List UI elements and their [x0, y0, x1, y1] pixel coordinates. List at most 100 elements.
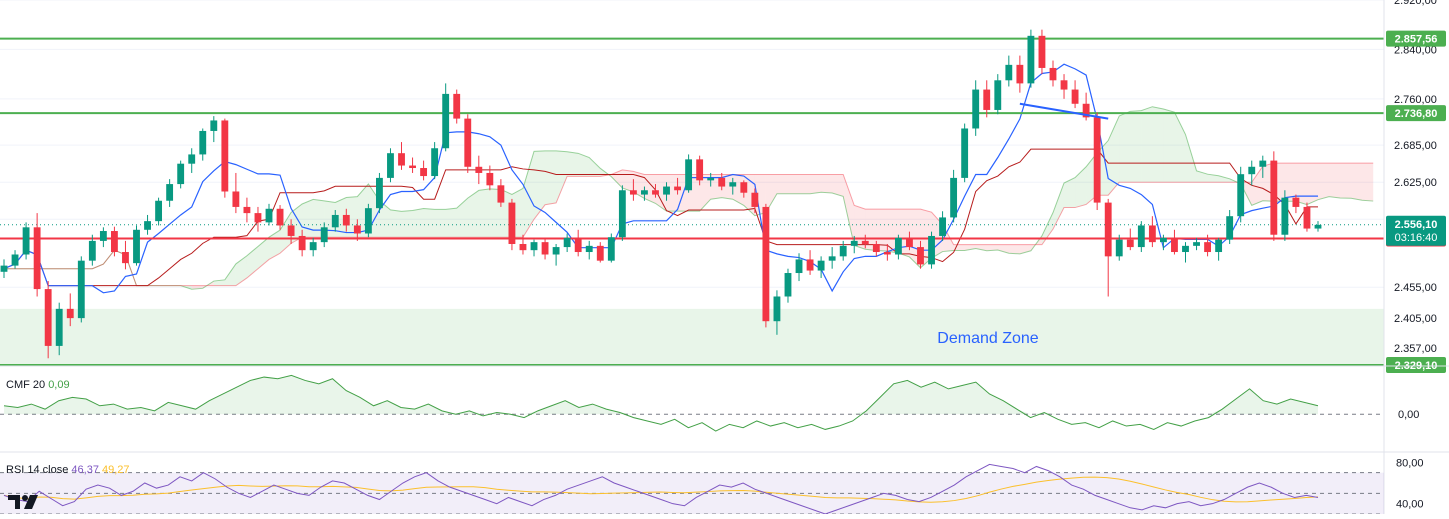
demand-zone-label: Demand Zone [937, 330, 1038, 347]
ichimoku-cloud-segment [401, 210, 413, 238]
ichimoku-cloud-segment [997, 244, 1009, 254]
candle-body [55, 308, 63, 346]
level-badge [1386, 105, 1446, 122]
candle-body [1038, 35, 1046, 68]
cmf-legend: CMF 20 0,09 [6, 379, 70, 391]
candle-body [674, 186, 681, 191]
ichimoku-cloud-segment [843, 174, 855, 246]
candle-body [155, 200, 163, 222]
candle-body [596, 245, 604, 261]
candle-body [298, 235, 306, 251]
ichimoku-cloud-segment [622, 169, 634, 192]
ichimoku-cloud-segment [1152, 106, 1164, 183]
candle-body [387, 153, 394, 178]
candle-body [353, 225, 361, 234]
ichimoku-cloud-segment [390, 209, 402, 238]
ichimoku-cloud-segment [1318, 163, 1330, 200]
candle-body [607, 237, 615, 261]
ichimoku-cloud-segment [478, 188, 490, 238]
candle-body [210, 120, 218, 131]
candle-body [1171, 237, 1178, 253]
candle-body [1060, 80, 1068, 90]
candle-body [122, 252, 129, 264]
candle-body [66, 308, 74, 319]
ichimoku-cloud-segment [644, 174, 656, 204]
ichimoku-cloud-segment [1075, 166, 1087, 208]
ichimoku-cloud-segment [1130, 110, 1142, 183]
candle-body [784, 273, 792, 297]
level-label: 2.736,80 [1395, 108, 1438, 120]
ichimoku-cloud-segment [1064, 177, 1076, 208]
ichimoku-cloud-segment [1295, 163, 1307, 205]
ichimoku-cloud-segment [810, 174, 822, 194]
cmf-tick-label: 0,00 [1398, 409, 1419, 421]
ichimoku-cloud-segment [1329, 163, 1341, 198]
bar-countdown: 03:16:40 [1395, 232, 1438, 244]
candle-body [475, 166, 483, 173]
candle-body [850, 240, 858, 246]
ichimoku-cloud-segment [379, 200, 391, 238]
candle-body [1027, 35, 1035, 84]
candle-body [1259, 160, 1267, 167]
candle-body [88, 240, 96, 261]
ichimoku-cloud-segment [224, 263, 236, 286]
ichimoku-cloud-segment [776, 174, 788, 194]
candle-body [828, 256, 836, 261]
cmf-positive-fill [4, 375, 1318, 415]
candle-body [585, 245, 593, 253]
ichimoku-cloud-segment [655, 174, 667, 212]
ichimoku-cloud-segment [1052, 182, 1065, 230]
ichimoku-cloud-segment [456, 198, 468, 238]
candle-body [1016, 64, 1024, 84]
ichimoku-cloud-segment [1041, 212, 1053, 245]
candle-body [331, 214, 339, 228]
ichimoku-cloud-segment [578, 153, 590, 177]
candle-body [861, 240, 869, 244]
candle-body [243, 206, 251, 214]
candle-body [1104, 202, 1112, 257]
candle-body [265, 208, 273, 223]
cmf-line [3, 374, 1319, 432]
ichimoku-cloud-segment [975, 244, 987, 251]
candle-body [574, 237, 582, 253]
candle-body [917, 247, 924, 265]
candle-body [77, 260, 85, 319]
candle-body [1137, 225, 1145, 248]
ichimoku-cloud-segment [1019, 244, 1031, 254]
candle-body [663, 186, 670, 195]
candle-body [1215, 239, 1223, 253]
candle-body [188, 154, 196, 164]
candle-body [729, 182, 737, 187]
candle-body [1204, 242, 1212, 253]
candle-body [1049, 67, 1057, 81]
price-tick-label: 2.685,00 [1394, 140, 1437, 152]
ichimoku-cloud-segment [556, 150, 568, 203]
ichimoku-cloud-segment [445, 208, 457, 238]
ichimoku-cloud-segment [1141, 106, 1153, 183]
ichimoku-cloud-segment [1207, 174, 1219, 183]
candle-body [409, 165, 416, 169]
candle-body [1093, 117, 1101, 203]
candle-body [0, 265, 8, 272]
candle-body [1237, 174, 1245, 217]
ichimoku-cloud-segment [545, 150, 557, 205]
ichimoku-cloud-segment [1351, 163, 1363, 201]
ichimoku-cloud-segment [246, 246, 258, 278]
candle-body [563, 237, 571, 248]
candle-body [99, 231, 107, 241]
ichimoku-cloud-segment [434, 209, 446, 238]
ichimoku-cloud-segment [467, 190, 479, 238]
candle-body [751, 192, 759, 207]
ichimoku-cloud-segment [821, 174, 833, 194]
candle-body [519, 243, 527, 251]
candle-body [696, 159, 704, 181]
price-tick-label: 2.357,00 [1394, 343, 1437, 355]
ichimoku-cloud-segment [280, 212, 292, 254]
candle-body [950, 177, 958, 218]
rsi-legend: RSI 14 close 46,37 49,27 [6, 464, 130, 476]
ichimoku-cloud-segment [1163, 109, 1175, 183]
price-tick-label: 2.455,00 [1394, 282, 1437, 294]
candle-body [1281, 197, 1289, 235]
